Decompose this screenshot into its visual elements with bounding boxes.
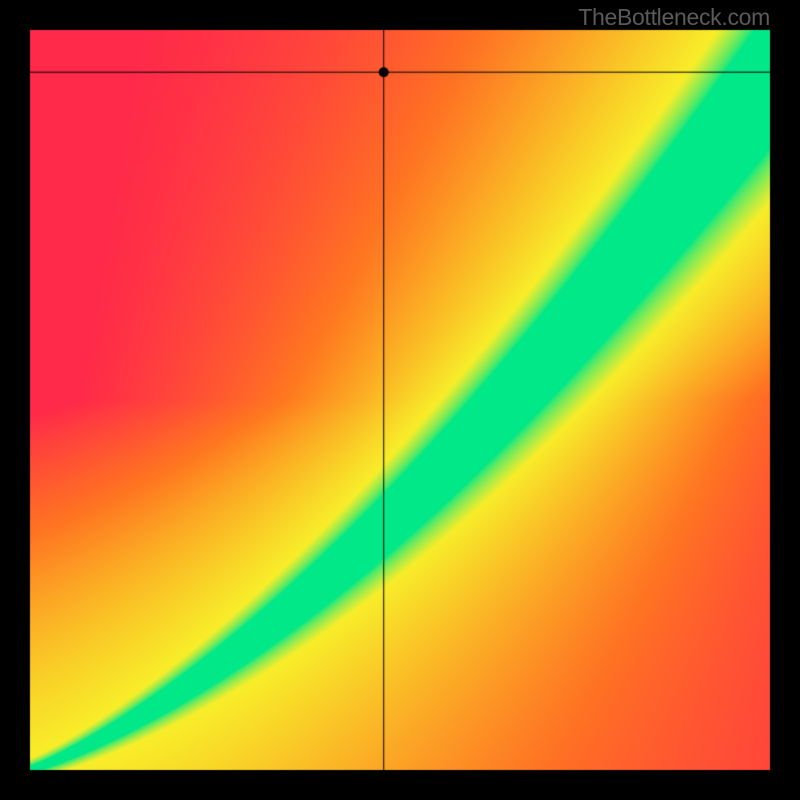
chart-container: TheBottleneck.com [0, 0, 800, 800]
watermark-text: TheBottleneck.com [578, 4, 770, 31]
heatmap-canvas [0, 0, 800, 800]
